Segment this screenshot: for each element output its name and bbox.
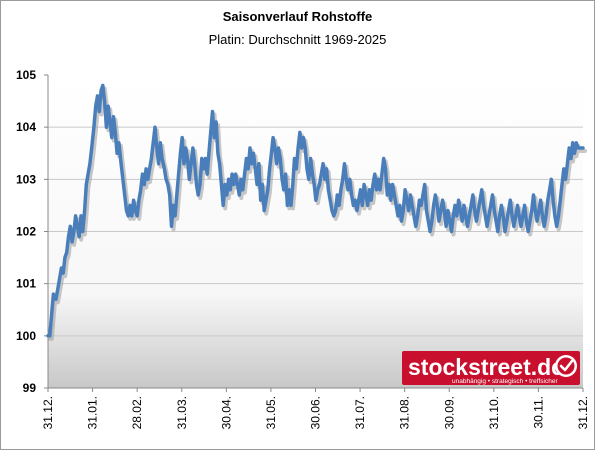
x-tick-label: 30.06. bbox=[309, 396, 323, 429]
x-tick-label: 31.07. bbox=[353, 396, 367, 429]
y-tick-label: 99 bbox=[23, 381, 37, 395]
logo-brand: stockstreet.de bbox=[408, 354, 564, 380]
x-tick-label: 31.03. bbox=[175, 396, 189, 429]
x-tick-label: 31.05. bbox=[264, 396, 278, 429]
x-tick-label: 28.02. bbox=[130, 396, 144, 429]
x-tick-label: 31.12. bbox=[576, 396, 590, 429]
y-tick-label: 101 bbox=[16, 277, 36, 291]
x-tick-label: 30.04. bbox=[219, 396, 233, 429]
y-tick-label: 105 bbox=[16, 68, 36, 82]
chart-subtitle: Platin: Durchschnitt 1969-2025 bbox=[208, 32, 387, 47]
stockstreet-logo: stockstreet.de unabhängig • strategisch … bbox=[402, 351, 580, 385]
y-tick-label: 103 bbox=[16, 172, 36, 186]
check-mark-icon bbox=[559, 359, 574, 372]
y-tick-label: 104 bbox=[16, 120, 36, 134]
x-tick-label: 31.08. bbox=[398, 396, 412, 429]
logo-tagline: unabhängig • strategisch • treffsicher bbox=[452, 378, 558, 385]
y-tick-label: 100 bbox=[16, 329, 36, 343]
x-tick-label: 30.11. bbox=[531, 396, 545, 428]
series-line bbox=[46, 83, 585, 338]
x-tick-label: 31.01. bbox=[86, 396, 100, 429]
x-tick-label: 30.09. bbox=[442, 396, 456, 429]
series-group bbox=[46, 83, 587, 341]
y-axis-ticks: 99 100 101 102 103 104 105 bbox=[16, 68, 48, 395]
x-tick-label: 31.10. bbox=[487, 396, 501, 429]
x-tick-label: 31.12. bbox=[41, 396, 55, 429]
y-tick-label: 102 bbox=[16, 225, 36, 239]
x-axis-ticks: 31.12. 31.01. 28.02. 31.03. 30.04. 31.05. 30.0… bbox=[41, 388, 590, 429]
chart-title: Saisonverlauf Rohstoffe bbox=[222, 9, 373, 24]
logo-background bbox=[402, 351, 580, 385]
